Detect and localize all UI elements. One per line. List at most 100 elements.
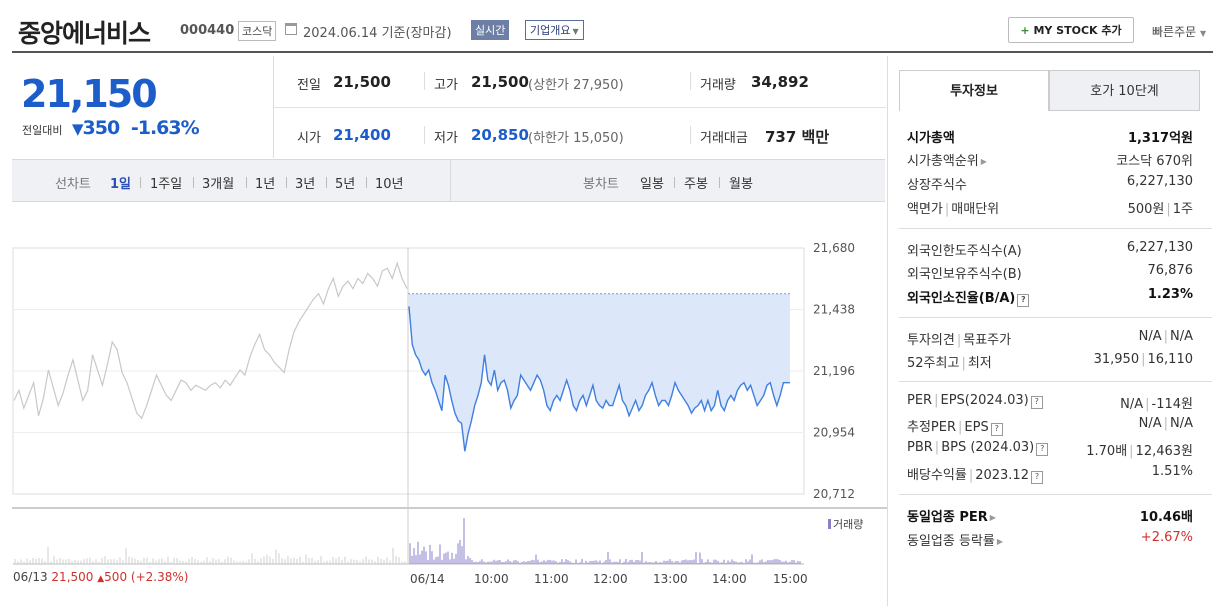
pbr-value: 1.70배 xyxy=(1086,444,1128,459)
quick-order-label: 빠른주문 xyxy=(1152,25,1197,39)
help-icon[interactable]: ? xyxy=(990,423,1003,436)
x-tick-label: 10:00 xyxy=(474,572,509,586)
volume-legend-swatch xyxy=(828,519,831,529)
realtime-button[interactable]: 실시간 xyxy=(471,20,510,40)
company-overview-button[interactable]: 기업개요 ▼ xyxy=(525,20,584,40)
quote-date: 2024.06.14 기준(장마감) xyxy=(303,22,452,41)
tab-monthly[interactable]: 월봉 xyxy=(729,177,753,192)
eps-value: -114원 xyxy=(1151,397,1193,412)
bps-value: 12,463원 xyxy=(1135,444,1193,459)
company-overview-label: 기업개요 xyxy=(530,24,571,37)
foreign-hold-value: 76,876 xyxy=(1147,263,1194,278)
help-icon[interactable]: ? xyxy=(1017,294,1030,307)
y-tick-label: 20,954 xyxy=(813,426,855,440)
divider xyxy=(326,177,327,188)
prev-close-label: 전일 xyxy=(297,78,321,93)
opinion-value: N/A xyxy=(1138,329,1162,344)
cap-rank-value: 코스닥 670위 xyxy=(1116,154,1193,169)
date-text: 2024.06.14 xyxy=(303,26,378,41)
change-percent: -1.63% xyxy=(130,117,200,139)
pbr-label: PBR xyxy=(907,440,933,455)
prev-day-date: 06/13 xyxy=(13,570,48,584)
bps-label: BPS (2024.03) xyxy=(941,440,1035,455)
divider xyxy=(140,177,141,188)
chevron-right-icon: ▶ xyxy=(989,513,996,522)
tab-1w[interactable]: 1주일 xyxy=(150,177,183,192)
market-badge: 코스닥 xyxy=(238,21,277,41)
market-cap-label: 시가총액 xyxy=(907,131,955,146)
open-label: 시가 xyxy=(297,131,321,146)
shares-value: 6,227,130 xyxy=(1126,174,1193,189)
foreign-ratio-label: 외국인소진율(B/A) xyxy=(907,291,1016,306)
help-icon[interactable]: ? xyxy=(1030,396,1043,409)
price-change: ▼350 -1.63% xyxy=(72,117,200,139)
volume-legend-label: 거래량 xyxy=(833,518,864,531)
dividend-label: 배당수익률 xyxy=(907,468,967,483)
tab-3m[interactable]: 3개월 xyxy=(202,177,235,192)
divider xyxy=(887,56,888,606)
w52-high-label: 52주최고 xyxy=(907,356,960,371)
change-value: 350 xyxy=(82,117,121,139)
tab-10y[interactable]: 10년 xyxy=(375,177,404,192)
target-label: 목표주가 xyxy=(963,333,1012,348)
opinion-label: 투자의견 xyxy=(907,333,955,348)
divider xyxy=(273,56,274,158)
volume-legend: 거래량 xyxy=(828,516,863,532)
low-label: 저가 xyxy=(434,131,458,146)
divider xyxy=(286,177,287,188)
tab-hoga-10[interactable]: 호가 10단계 xyxy=(1049,70,1200,111)
w52-low-label: 최저 xyxy=(967,356,992,371)
eps-label: EPS(2024.03) xyxy=(940,393,1029,408)
sector-change-value: +2.67% xyxy=(1140,530,1193,545)
quick-order-button[interactable]: 빠른주문 ▼ xyxy=(1152,23,1206,40)
chevron-right-icon: ▶ xyxy=(996,537,1004,546)
today-series xyxy=(408,306,790,452)
trade-unit-value: 1주 xyxy=(1172,202,1193,217)
candle-chart-label: 봉차트 xyxy=(583,177,619,192)
tab-3y[interactable]: 3년 xyxy=(295,177,316,192)
amount-label: 거래대금 xyxy=(700,131,748,146)
current-price: 21,150 xyxy=(21,72,158,116)
x-tick-label: 12:00 xyxy=(593,572,628,586)
x-tick-label: 13:00 xyxy=(653,572,688,586)
divider xyxy=(899,317,1212,318)
volume-label: 거래량 xyxy=(700,78,736,93)
prev-day-note: 06/13 21,500 ▲500 (+2.38%) xyxy=(13,570,188,584)
tab-1d[interactable]: 1일 xyxy=(110,177,132,192)
divider xyxy=(690,126,691,144)
tab-1y[interactable]: 1년 xyxy=(255,177,276,192)
help-icon[interactable]: ? xyxy=(1030,471,1043,484)
tab-weekly[interactable]: 주봉 xyxy=(684,177,708,192)
divider xyxy=(424,126,425,144)
chevron-down-icon: ▼ xyxy=(1200,29,1207,38)
foreign-hold-label: 외국인보유주식수(B) xyxy=(907,267,1022,282)
lower-limit: (하한가 15,050) xyxy=(528,131,624,146)
prev-day-change: 500 xyxy=(104,570,128,584)
divider xyxy=(274,107,886,108)
header-divider xyxy=(12,51,1213,53)
tab-daily[interactable]: 일봉 xyxy=(640,177,664,192)
x-tick-label: 06/14 xyxy=(410,572,445,586)
est-per-value: N/A xyxy=(1138,416,1162,431)
volume-value: 34,892 xyxy=(751,73,809,91)
upper-limit: (상한가 27,950) xyxy=(528,78,624,93)
sector-change-label: 동일업종 등락률 xyxy=(907,534,995,549)
chevron-down-icon: ▼ xyxy=(572,27,579,36)
price-chart[interactable]: 21,680 21,438 21,196 20,954 20,712 06/14 10:00… xyxy=(12,230,888,605)
plus-icon: + xyxy=(1020,24,1030,37)
tab-investment-info[interactable]: 투자정보 xyxy=(899,70,1049,111)
add-my-stock-button[interactable]: + MY STOCK 추가 xyxy=(1008,17,1134,43)
stock-name: 중앙에너비스 xyxy=(18,19,151,48)
shares-label: 상장주식수 xyxy=(907,178,967,193)
stock-code: 000440 xyxy=(180,23,235,38)
tab-5y[interactable]: 5년 xyxy=(335,177,356,192)
w52-low-value: 16,110 xyxy=(1147,352,1194,367)
divider xyxy=(450,160,451,201)
below-prev-close-area xyxy=(409,293,790,452)
y-tick-label: 21,196 xyxy=(813,364,855,378)
help-icon[interactable]: ? xyxy=(1036,443,1049,456)
divider xyxy=(719,177,720,188)
market-cap-value: 1,317억원 xyxy=(1127,131,1193,146)
divider xyxy=(899,494,1212,495)
dividend-date: 2023.12 xyxy=(975,468,1029,483)
